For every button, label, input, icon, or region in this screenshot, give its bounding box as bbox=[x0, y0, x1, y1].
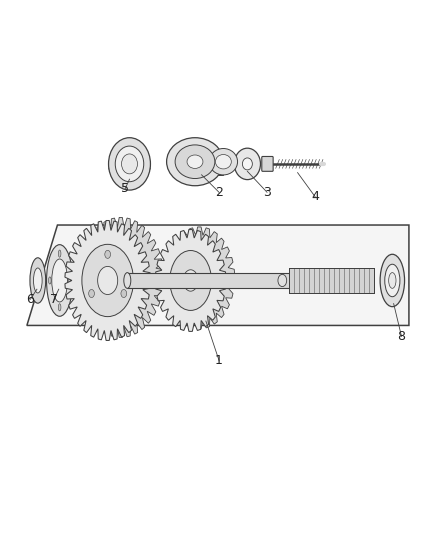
Ellipse shape bbox=[380, 254, 405, 306]
Polygon shape bbox=[155, 230, 226, 332]
Polygon shape bbox=[164, 227, 235, 329]
Polygon shape bbox=[289, 268, 374, 293]
Ellipse shape bbox=[215, 155, 231, 169]
Ellipse shape bbox=[183, 270, 198, 291]
Ellipse shape bbox=[68, 277, 71, 284]
Ellipse shape bbox=[175, 145, 215, 179]
Ellipse shape bbox=[187, 155, 203, 168]
Polygon shape bbox=[65, 221, 150, 341]
Text: 2: 2 bbox=[215, 186, 223, 199]
Ellipse shape bbox=[109, 138, 150, 190]
Ellipse shape bbox=[166, 138, 223, 185]
Ellipse shape bbox=[242, 158, 252, 170]
Text: 6: 6 bbox=[26, 293, 34, 306]
Ellipse shape bbox=[46, 245, 73, 316]
Ellipse shape bbox=[58, 250, 61, 257]
Polygon shape bbox=[78, 217, 163, 337]
Ellipse shape bbox=[49, 277, 51, 284]
Text: 8: 8 bbox=[398, 330, 406, 343]
Text: 7: 7 bbox=[50, 293, 58, 306]
Polygon shape bbox=[27, 225, 409, 326]
Ellipse shape bbox=[121, 154, 138, 174]
Ellipse shape bbox=[105, 251, 110, 259]
Ellipse shape bbox=[33, 268, 42, 293]
Text: 5: 5 bbox=[121, 182, 129, 195]
Ellipse shape bbox=[115, 146, 144, 182]
Ellipse shape bbox=[98, 266, 118, 295]
Ellipse shape bbox=[121, 289, 127, 297]
Ellipse shape bbox=[209, 149, 237, 175]
Ellipse shape bbox=[52, 259, 67, 302]
Polygon shape bbox=[127, 272, 372, 288]
Ellipse shape bbox=[389, 272, 396, 288]
Text: 4: 4 bbox=[311, 190, 319, 203]
Text: 3: 3 bbox=[263, 186, 271, 199]
Ellipse shape bbox=[234, 148, 261, 180]
Ellipse shape bbox=[170, 251, 212, 310]
Text: 1: 1 bbox=[215, 354, 223, 367]
Ellipse shape bbox=[385, 264, 400, 297]
Polygon shape bbox=[195, 149, 223, 175]
Ellipse shape bbox=[88, 289, 95, 297]
Ellipse shape bbox=[124, 272, 131, 288]
Ellipse shape bbox=[58, 304, 61, 311]
Ellipse shape bbox=[278, 274, 287, 287]
Ellipse shape bbox=[82, 244, 134, 317]
FancyBboxPatch shape bbox=[262, 157, 273, 171]
Ellipse shape bbox=[30, 258, 46, 303]
